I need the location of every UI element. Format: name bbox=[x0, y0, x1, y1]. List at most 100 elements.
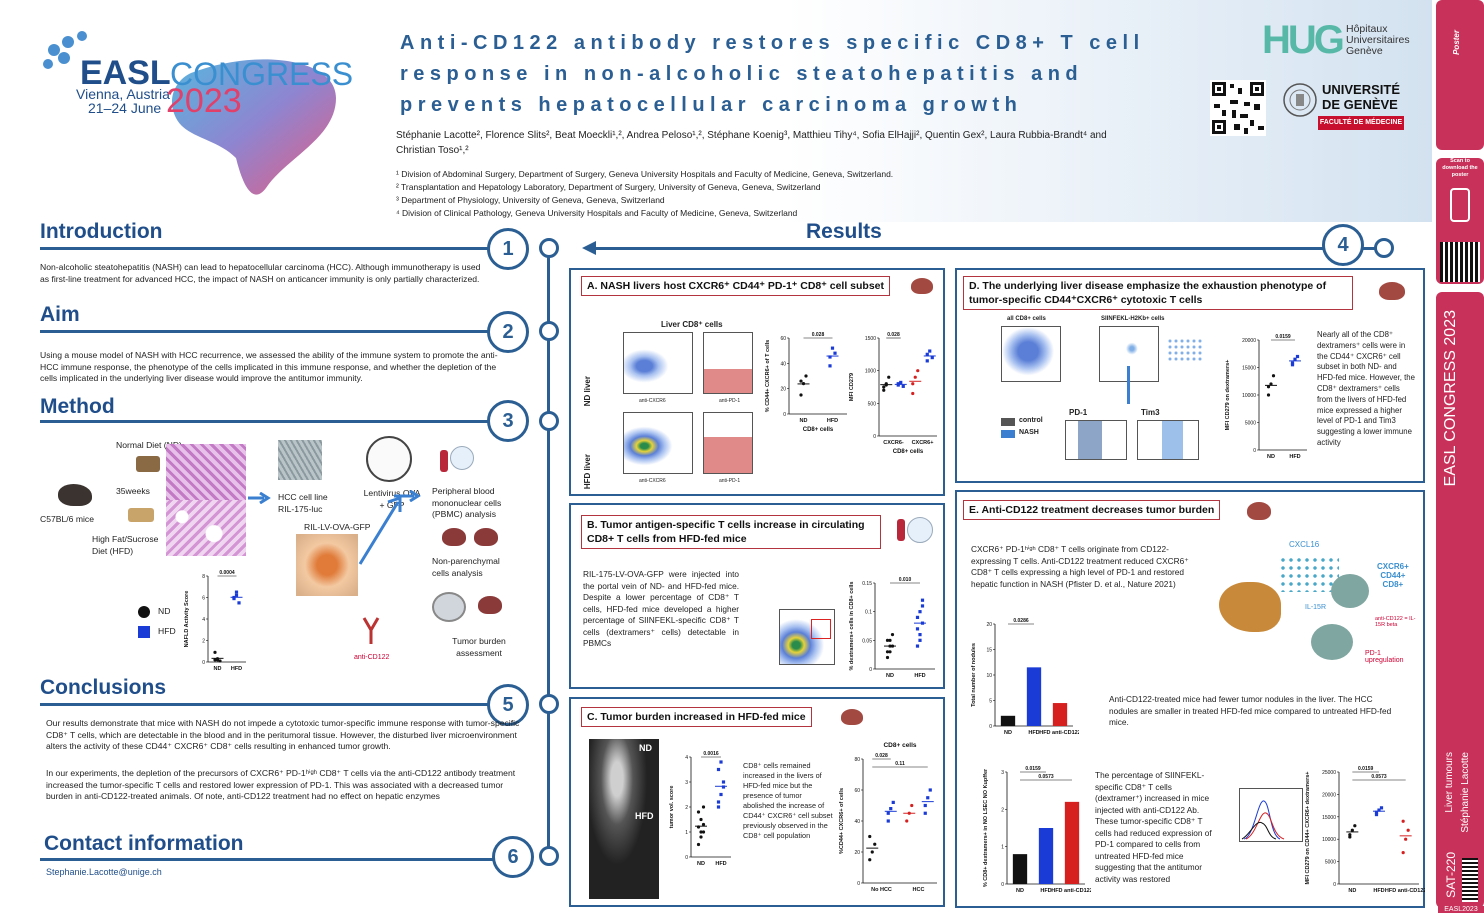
x-tick-label: ND bbox=[697, 861, 705, 867]
panel-d-hist-pd1: PD-1 bbox=[1069, 408, 1088, 417]
data-point bbox=[218, 659, 222, 663]
chemokine-dots bbox=[1279, 556, 1339, 592]
y-tick-label: 0 bbox=[1333, 882, 1336, 888]
panel-a-title: A. NASH livers host CXCR6⁺ CD44⁺ PD-1⁺ C… bbox=[581, 276, 890, 296]
data-point bbox=[1401, 851, 1405, 855]
data-point bbox=[930, 356, 934, 360]
data-point bbox=[232, 596, 236, 601]
panel-a-row-hfd: HFD liver bbox=[583, 454, 592, 490]
liver-icon-c bbox=[841, 709, 863, 725]
data-point bbox=[928, 788, 932, 792]
data-point bbox=[799, 393, 803, 397]
x-tick-label: HFD bbox=[827, 418, 838, 424]
timeline-dot-6 bbox=[539, 846, 559, 866]
phone-icon bbox=[1450, 188, 1470, 222]
strip-topic: Liver tumours bbox=[1444, 752, 1455, 813]
y-tick-label: 0 bbox=[873, 434, 876, 440]
data-point bbox=[215, 658, 220, 662]
y-axis-label: NAFLD Activity Score bbox=[184, 591, 190, 648]
x-tick-label: CXCR6- bbox=[883, 440, 904, 446]
data-point bbox=[868, 858, 872, 862]
logo-congress-text: CONGRESS bbox=[170, 56, 354, 92]
method-rule bbox=[40, 420, 510, 423]
data-point bbox=[1269, 382, 1273, 386]
qr-code-icon[interactable] bbox=[1210, 80, 1266, 136]
x-tick-label: HCC bbox=[913, 887, 925, 893]
p-value-label: 0.0286 bbox=[1013, 618, 1029, 624]
contact-rule bbox=[40, 858, 510, 861]
bar bbox=[1012, 854, 1028, 884]
data-point bbox=[918, 638, 922, 642]
data-point bbox=[920, 621, 925, 625]
section-number-5: 5 bbox=[487, 684, 529, 726]
antibody-icon bbox=[358, 616, 384, 646]
cell-line-image bbox=[278, 440, 322, 480]
arrow-icon bbox=[248, 492, 271, 504]
data-point bbox=[699, 817, 703, 822]
y-axis-label: MFI CD279 bbox=[849, 373, 855, 401]
y-tick-label: 3 bbox=[1001, 770, 1004, 776]
strip-scan[interactable]: Scan to download the poster bbox=[1436, 158, 1484, 284]
data-point bbox=[1374, 810, 1379, 814]
x-tick-label: ND bbox=[800, 418, 808, 424]
chart-e2: 0 1 2 3 % CD8+ dextramers+ in NO LSEC NO Kup… bbox=[983, 766, 1091, 894]
y-tick-label: 60 bbox=[854, 788, 860, 794]
x-tick-label: HFD bbox=[1373, 888, 1384, 894]
data-point bbox=[1290, 361, 1295, 365]
data-point bbox=[907, 811, 911, 815]
strip-author: Stéphanie Lacotte bbox=[1460, 752, 1471, 833]
contact-email[interactable]: Stephanie.Lacotte@unige.ch bbox=[46, 867, 162, 877]
strip-qr-icon[interactable] bbox=[1440, 242, 1480, 282]
t-cell-icon bbox=[1331, 574, 1369, 608]
legend-nd: ND bbox=[158, 606, 171, 616]
y-tick-label: 0 bbox=[869, 667, 872, 673]
timeline-dot-3 bbox=[539, 411, 559, 431]
gate-box bbox=[811, 619, 831, 639]
t-cell-icon-2 bbox=[1311, 624, 1353, 660]
x-tick-label: ND bbox=[1016, 888, 1024, 894]
affiliation-1: ¹ Division of Abdominal Surgery, Departm… bbox=[396, 169, 894, 179]
y-tick-label: 0.1 bbox=[865, 610, 872, 616]
y-tick-label: 0 bbox=[1253, 448, 1256, 454]
data-point bbox=[889, 807, 893, 811]
data-point bbox=[699, 830, 703, 834]
data-point bbox=[237, 601, 241, 605]
p-value-label: 0.0573 bbox=[1371, 774, 1387, 780]
y-tick-label: 4 bbox=[202, 617, 205, 623]
hug-letters: HUG bbox=[1262, 18, 1345, 62]
authors: Stéphanie Lacotte², Florence Slits², Bea… bbox=[396, 130, 1107, 156]
arrow-icon-2 bbox=[394, 490, 421, 502]
p-value-label: 0.0159 bbox=[1025, 766, 1041, 772]
p-value-label: 0.0159 bbox=[1358, 766, 1374, 772]
chart-a2: 0 500 1000 1500 MFI CD279 CXCR6- CXCR6+ CD8+ ce… bbox=[849, 332, 937, 455]
hfd-food-icon bbox=[128, 508, 154, 522]
method-mice: C57BL/6 mice bbox=[40, 514, 94, 524]
logo-dates: 21–24 June bbox=[88, 100, 162, 116]
mri-images bbox=[589, 739, 659, 899]
data-point bbox=[1293, 357, 1297, 361]
y-axis-label: %CD44+ CXCR6+ of cells bbox=[839, 788, 845, 854]
hug-text: Hôpitaux Universitaires Genève bbox=[1346, 24, 1410, 57]
y-tick-label: 1 bbox=[685, 830, 688, 836]
x-tick-label: HFD bbox=[1028, 730, 1039, 736]
y-tick-label: 60 bbox=[780, 336, 786, 342]
data-point bbox=[696, 842, 701, 847]
data-point bbox=[804, 374, 808, 378]
y-axis-label: % dextramers+ cells in CD8+ cells bbox=[849, 582, 855, 671]
y-tick-label: 0 bbox=[1001, 882, 1004, 888]
panel-a-row-nd: ND liver bbox=[583, 376, 592, 407]
x-tick-label: CXCR6+ bbox=[912, 440, 934, 446]
panel-b: B. Tumor antigen-specific T cells increa… bbox=[569, 503, 945, 689]
hug-text-1: Hôpitaux bbox=[1346, 23, 1388, 35]
panel-e: E. Anti-CD122 treatment decreases tumor … bbox=[955, 490, 1425, 908]
data-point bbox=[882, 388, 886, 392]
arrow-down-d bbox=[1127, 366, 1130, 404]
data-point bbox=[1404, 837, 1408, 841]
cells-icon bbox=[450, 446, 474, 470]
y-tick-label: 0.05 bbox=[862, 638, 872, 644]
affiliation-2: ² Transplantation and Hepatology Laborat… bbox=[396, 182, 821, 192]
data-point bbox=[1295, 354, 1300, 359]
data-point bbox=[234, 593, 239, 597]
data-point bbox=[1348, 835, 1352, 839]
data-point bbox=[830, 346, 835, 350]
